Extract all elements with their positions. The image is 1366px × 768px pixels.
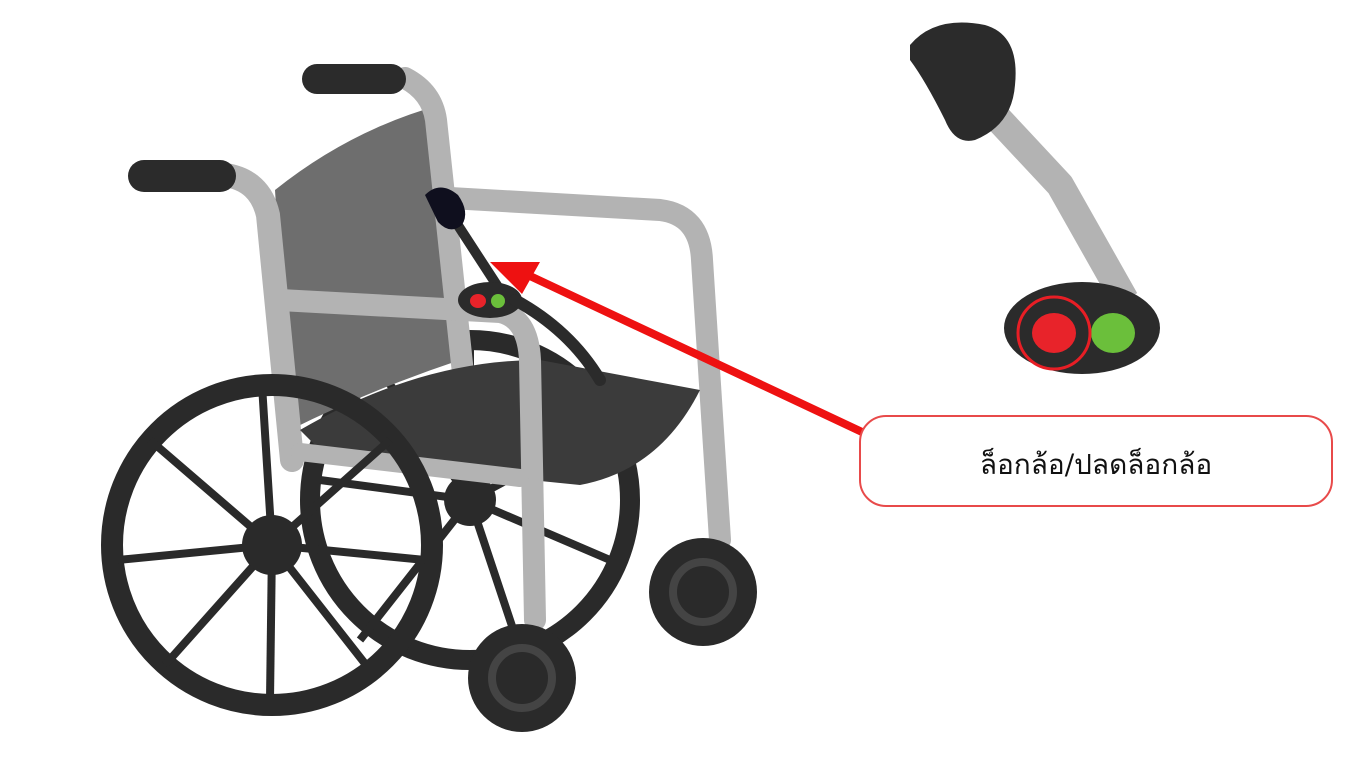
rear-frame-far [394,67,479,431]
caster-wheel-near [468,624,576,732]
front-big-wheel [101,374,443,716]
detail-highlight-circle [1016,295,1092,371]
caster-wheel-far [649,538,757,646]
callout-box: ล็อกล้อ/ปลดล็อกล้อ [859,415,1333,507]
brake-lever [425,187,606,386]
pointer-arrow [490,262,866,436]
detail-housing [1004,282,1160,374]
brake-button-red [470,294,486,308]
detail-button-green [1091,313,1135,353]
callout-label: ล็อกล้อ/ปลดล็อกล้อ [980,447,1212,481]
wheelchair-icon [101,64,757,732]
brake-knob [425,187,466,230]
push-handle-near [128,160,236,192]
backrest [275,105,460,430]
brake-button-green [491,294,505,308]
push-handle-far [302,64,406,94]
brake-lever-detail-icon [910,22,1160,374]
detail-lever-rod [979,100,1138,307]
detail-knob [910,22,1016,141]
detail-button-red [1032,313,1076,353]
armrest-far [439,187,731,551]
brake-button-housing [458,282,522,318]
